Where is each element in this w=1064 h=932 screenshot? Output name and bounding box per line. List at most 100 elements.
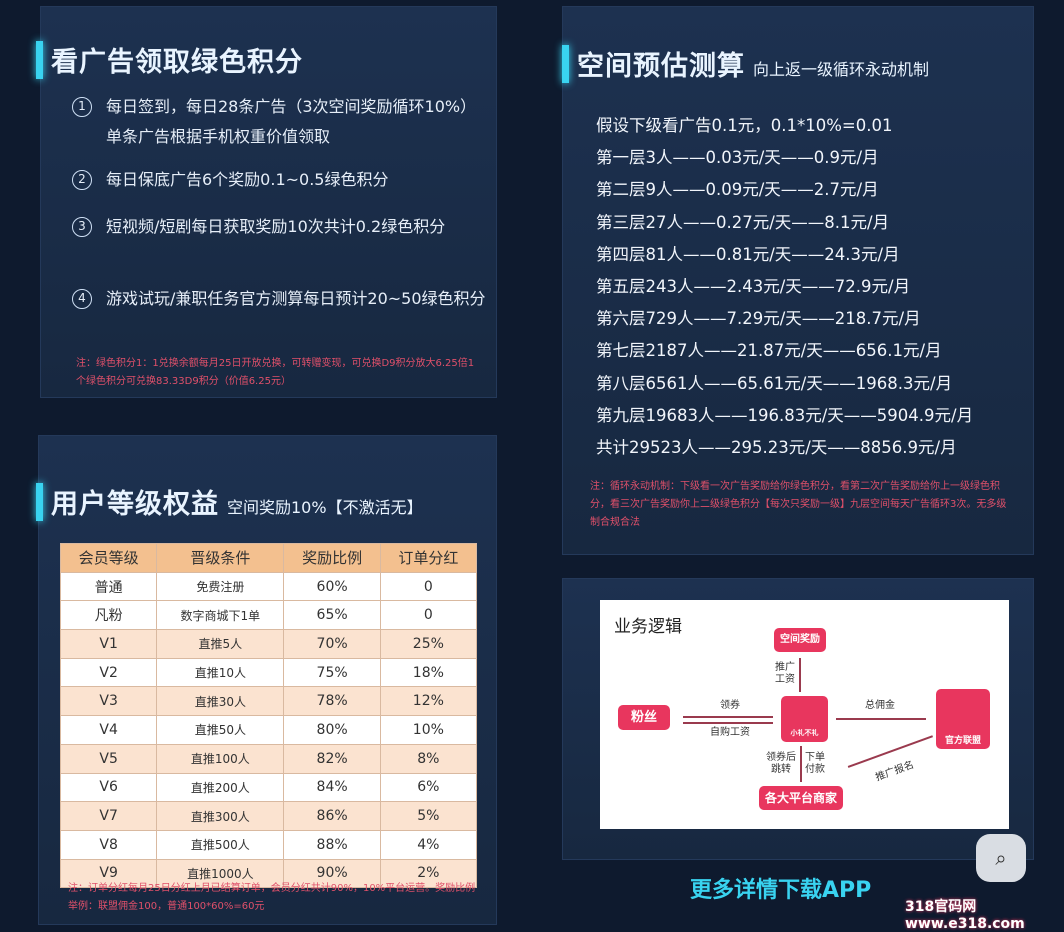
levels-subtitle: 空间奖励10%【不激活无】 <box>227 498 423 517</box>
calc-line: 第二层9人——0.09元/天——2.7元/月 <box>596 180 879 200</box>
levels-note: 注：订单分红每月25日分红上月已结算订单，会员分红共计90%，10%平台运营。奖… <box>68 883 476 912</box>
arrow-line <box>836 718 926 720</box>
table-cell: V5 <box>59 743 158 774</box>
space-subtitle: 向上返一级循环永动机制 <box>753 60 930 79</box>
table-cell: 直推1000人 <box>156 858 285 889</box>
business-logic-diagram: 业务逻辑 空间奖励 推广工资 粉丝 领券 自购工资 小礼不礼 总佣金 官方联盟 … <box>600 600 1009 829</box>
calc-line: 假设下级看广告0.1元，0.1*10%=0.01 <box>596 116 893 135</box>
jump-label: 领券后跳转 <box>766 752 796 775</box>
table-cell: 88% <box>283 829 381 860</box>
ads-title: 看广告领取绿色积分 <box>51 47 303 78</box>
space-reward-box: 空间奖励 <box>774 628 826 652</box>
table-cell: 0 <box>379 571 478 602</box>
center-app-logo: 小礼不礼 <box>781 696 828 742</box>
table-cell: 直推5人 <box>156 629 285 659</box>
calc-line: 第五层243人——2.43元/天——72.9元/月 <box>596 277 911 297</box>
table-cell: 12% <box>379 686 478 717</box>
space-calc-list: 假设下级看广告0.1元，0.1*10%=0.01 第一层3人——0.03元/天——… <box>596 110 973 464</box>
table-row: V2 直推10人 75% 18% <box>59 657 478 688</box>
table-row: 普通 免费注册 60% 0 <box>59 571 478 602</box>
table-cell: 普通 <box>59 571 158 602</box>
download-app-cta[interactable]: 更多详情下载APP <box>690 878 872 903</box>
zoom-search-button[interactable]: ⌕ <box>976 834 1026 882</box>
column-header: 晋级条件 <box>156 543 285 573</box>
fans-box: 粉丝 <box>618 705 670 730</box>
table-cell: 80% <box>283 715 381 745</box>
table-cell: 5% <box>379 801 478 831</box>
pay-label: 下单付款 <box>805 752 825 775</box>
ads-item-text: 每日保底广告6个奖励0.1~0.5绿色积分 <box>106 170 389 189</box>
table-cell: 25% <box>379 629 478 659</box>
table-cell: 4% <box>379 829 478 860</box>
table-cell: 60% <box>283 571 381 602</box>
table-cell: 直推100人 <box>156 743 285 774</box>
space-header: 空间预估测算 向上返一级循环永动机制 <box>562 44 929 83</box>
coupon-label: 领券 <box>720 700 740 711</box>
calc-line: 第一层3人——0.03元/天——0.9元/月 <box>596 148 879 168</box>
calc-line: 第三层27人——0.27元/天——8.1元/月 <box>596 212 890 232</box>
table-row: V9 直推1000人 90% 2% <box>59 858 478 889</box>
table-row: 凡粉 数字商城下1单 65% 0 <box>59 600 478 631</box>
ads-item: 3 短视频/短剧每日获取奖励10次共计0.2绿色积分 <box>72 212 492 242</box>
table-cell: V4 <box>59 715 158 745</box>
table-row: V6 直推200人 84% 6% <box>59 772 478 803</box>
ads-item-text: 短视频/短剧每日获取奖励10次共计0.2绿色积分 <box>106 217 446 236</box>
table-cell: 凡粉 <box>59 600 158 631</box>
merchants-box: 各大平台商家 <box>759 786 843 810</box>
diagram-title: 业务逻辑 <box>614 617 682 637</box>
table-row: V8 直推500人 88% 4% <box>59 829 478 860</box>
table-cell: 直推10人 <box>156 657 285 688</box>
self-wage-label: 自购工资 <box>710 727 750 738</box>
table-cell: 75% <box>283 657 381 688</box>
table-cell: V7 <box>59 801 158 831</box>
table-cell: 10% <box>379 715 478 745</box>
levels-header: 用户等级权益 空间奖励10%【不激活无】 <box>36 482 423 521</box>
calc-line: 第九层19683人——196.83元/天——5904.9元/月 <box>596 405 974 425</box>
number-badge: 1 <box>72 97 92 117</box>
ads-item-text: 游戏试玩/兼职任务官方测算每日预计20~50绿色积分 <box>106 289 486 308</box>
table-cell: V6 <box>59 772 158 803</box>
title-accent-bar <box>36 483 43 521</box>
table-cell: 6% <box>379 772 478 803</box>
levels-table: 会员等级 晋级条件 奖励比例 订单分红 普通 免费注册 60% 0 凡粉 数字商城下1单 65% 0… <box>59 543 478 889</box>
space-title: 空间预估测算 <box>577 51 745 82</box>
alliance-label: 官方联盟 <box>944 736 981 746</box>
table-cell: 直推300人 <box>156 801 285 831</box>
table-cell: 直推200人 <box>156 772 285 803</box>
table-cell: V2 <box>59 657 158 688</box>
search-icon: ⌕ <box>995 846 1007 870</box>
space-panel <box>562 6 1034 555</box>
table-cell: V9 <box>59 858 158 889</box>
table-cell: 84% <box>283 772 381 803</box>
table-cell: 65% <box>283 600 381 631</box>
promo-signup-label: 推广报名 <box>874 759 916 784</box>
number-badge: 3 <box>72 217 92 237</box>
calc-line: 共计29523人——295.23元/天——8856.9元/月 <box>596 438 957 458</box>
calc-line: 第七层2187人——21.87元/天——656.1元/月 <box>596 341 942 361</box>
table-row: V1 直推5人 70% 25% <box>59 629 478 659</box>
ads-item: 4 游戏试玩/兼职任务官方测算每日预计20~50绿色积分 <box>72 284 492 314</box>
table-cell: 78% <box>283 686 381 717</box>
table-row: V4 直推50人 80% 10% <box>59 715 478 745</box>
table-cell: 直推30人 <box>156 686 285 717</box>
arrow-line <box>683 722 773 724</box>
number-badge: 2 <box>72 170 92 190</box>
alliance-box: 官方联盟 <box>936 689 990 749</box>
table-cell: 70% <box>283 629 381 659</box>
table-cell: 数字商城下1单 <box>156 600 285 631</box>
title-accent-bar <box>562 45 569 83</box>
table-cell: 8% <box>379 743 478 774</box>
calc-line: 第四层81人——0.81元/天——24.3元/月 <box>596 244 900 264</box>
space-note: 注：循环永动机制：下级看一次广告奖励给你绿色积分，看第二次广告奖励给你上一级绿色… <box>590 481 1007 528</box>
column-header: 订单分红 <box>379 543 478 573</box>
ads-item: 2 每日保底广告6个奖励0.1~0.5绿色积分 <box>72 165 492 195</box>
table-cell: 0 <box>379 600 478 631</box>
ads-item: 1 每日签到，每日28条广告（3次空间奖励循环10%）单条广告根据手机权重价值领取 <box>72 92 492 152</box>
table-cell: V3 <box>59 686 158 717</box>
ads-panel <box>40 6 497 398</box>
promo-wage-label: 推广工资 <box>775 662 795 685</box>
watermark: 318官码网 www.e318.com <box>905 899 1025 932</box>
table-cell: V8 <box>59 829 158 860</box>
title-accent-bar <box>36 41 43 79</box>
app-logo-text: 小礼不礼 <box>790 729 819 737</box>
